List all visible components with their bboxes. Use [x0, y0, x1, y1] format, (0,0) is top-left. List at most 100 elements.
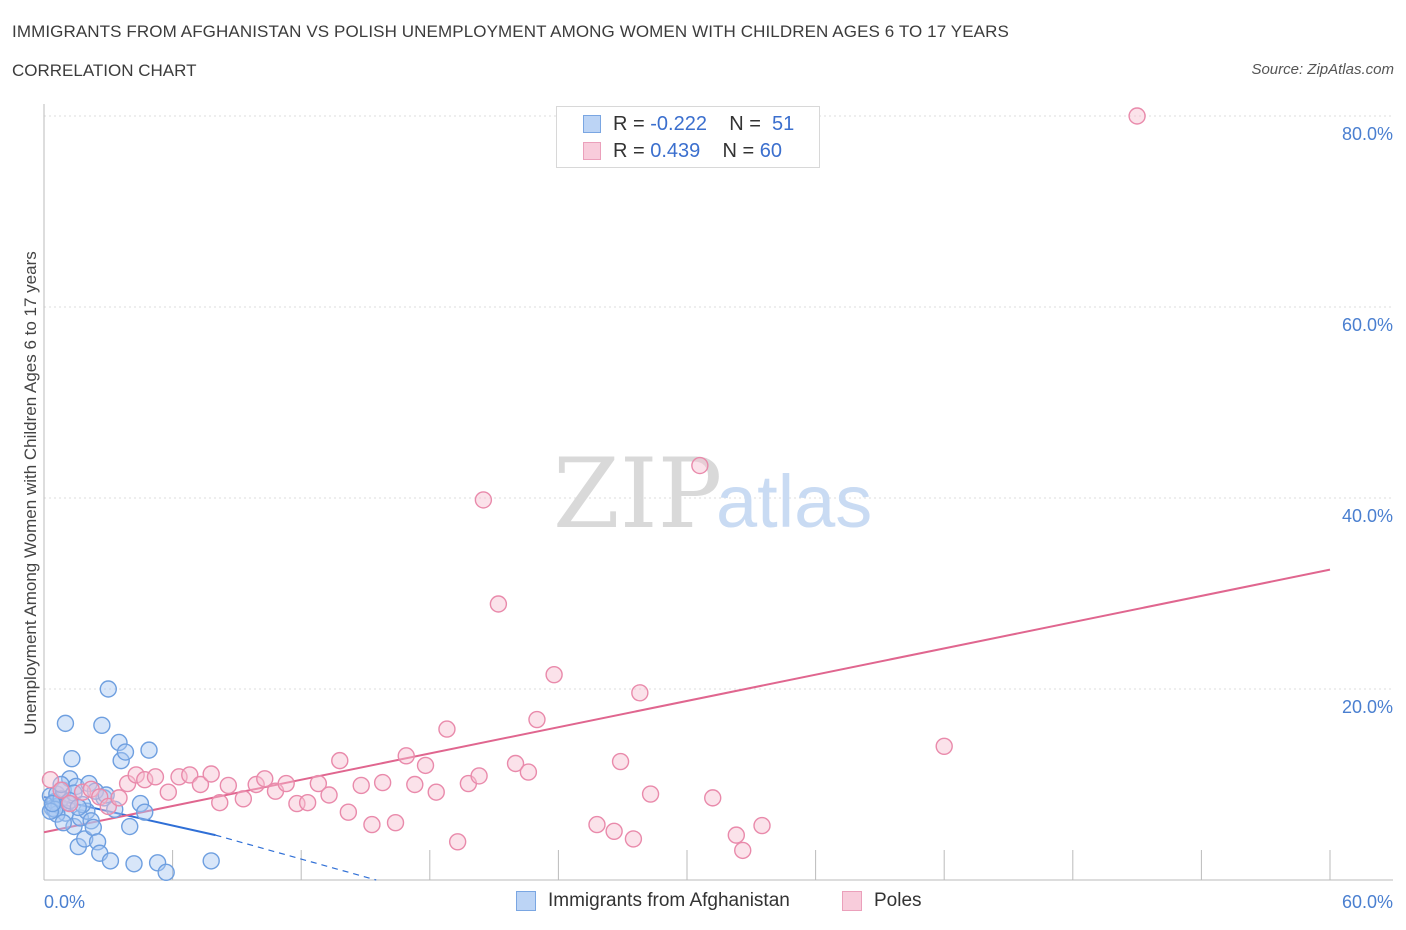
- data-point-poles: [489, 595, 508, 613]
- data-point-poles: [397, 747, 415, 765]
- data-point-afghanistan: [148, 854, 167, 872]
- r-value: 0.439: [650, 140, 701, 162]
- r-label: R =: [613, 140, 651, 162]
- data-point-poles: [470, 767, 488, 785]
- series-poles-points: [41, 107, 1146, 860]
- data-point-poles: [363, 815, 381, 834]
- axes: [43, 104, 1393, 881]
- n-label: N =: [722, 140, 760, 162]
- y-tick-label: 20.0%: [1342, 697, 1393, 717]
- y-tick-labels: 20.0% 40.0% 60.0% 80.0%: [1342, 124, 1393, 717]
- source-credit: Source: ZipAtlas.com: [1251, 61, 1394, 78]
- data-point-poles: [352, 776, 370, 795]
- data-point-afghanistan: [65, 817, 83, 836]
- data-point-afghanistan: [121, 817, 139, 836]
- data-point-afghanistan: [202, 852, 220, 870]
- data-point-poles: [159, 783, 178, 801]
- data-point-afghanistan: [63, 750, 81, 768]
- data-point-poles: [734, 841, 752, 860]
- data-point-poles: [331, 751, 349, 770]
- data-point-poles: [146, 768, 165, 786]
- data-point-poles: [256, 770, 274, 788]
- data-point-afghanistan: [131, 794, 150, 813]
- data-point-poles: [448, 833, 467, 851]
- data-point-poles: [320, 786, 338, 804]
- trend-line-poles: [43, 568, 1331, 834]
- data-point-poles: [170, 768, 188, 786]
- x-tick-label-min: 0.0%: [44, 892, 85, 912]
- legend-swatch-pink: [842, 891, 862, 911]
- chart-subtitle: CORRELATION CHART: [12, 61, 197, 80]
- data-point-afghanistan: [82, 812, 100, 830]
- r-label: R =: [613, 113, 651, 135]
- data-point-poles: [427, 783, 445, 801]
- data-point-poles: [624, 830, 643, 848]
- data-point-poles: [277, 774, 295, 793]
- data-point-poles: [691, 456, 709, 475]
- data-point-poles: [438, 720, 456, 738]
- data-point-poles: [545, 665, 563, 684]
- data-point-poles: [373, 773, 392, 792]
- y-tick-label: 80.0%: [1342, 124, 1393, 144]
- trend-line-afghanistan: [43, 795, 216, 837]
- data-point-poles: [406, 775, 424, 794]
- data-point-poles: [219, 776, 238, 795]
- data-point-poles: [935, 737, 953, 755]
- data-point-poles: [727, 826, 745, 844]
- data-point-poles: [386, 814, 405, 832]
- data-point-poles: [52, 781, 70, 799]
- data-point-poles: [588, 815, 606, 834]
- data-point-afghanistan: [110, 733, 128, 752]
- data-point-poles: [202, 765, 220, 783]
- data-point-afghanistan: [99, 680, 118, 698]
- n-label: N =: [729, 113, 767, 135]
- r-value: -0.222: [650, 113, 707, 135]
- y-tick-label: 60.0%: [1342, 315, 1393, 335]
- data-point-afghanistan: [84, 818, 102, 837]
- data-point-poles: [416, 756, 435, 775]
- data-point-poles: [136, 771, 154, 789]
- legend-text: R = 0.439 N = 60: [613, 140, 782, 163]
- legend-label: Poles: [874, 890, 922, 911]
- trend-line-afghanistan-extension: [215, 834, 377, 881]
- data-point-poles: [528, 710, 546, 729]
- x-tick-label-max: 60.0%: [1342, 892, 1393, 912]
- data-point-afghanistan: [76, 830, 94, 848]
- legend-swatch-blue: [583, 115, 601, 133]
- data-point-poles: [339, 803, 358, 821]
- n-value: 60: [759, 140, 783, 162]
- n-value: 51: [772, 113, 795, 135]
- data-point-poles: [211, 793, 229, 812]
- data-point-poles: [1128, 107, 1146, 125]
- data-point-poles: [611, 752, 630, 771]
- data-point-afghanistan: [93, 716, 111, 734]
- data-point-poles: [61, 794, 79, 813]
- data-point-poles: [298, 793, 317, 812]
- data-point-poles: [91, 788, 109, 806]
- data-point-poles: [309, 774, 328, 793]
- data-point-poles: [474, 491, 493, 509]
- data-point-afghanistan: [56, 714, 75, 733]
- data-point-afghanistan: [71, 809, 90, 827]
- data-point-poles: [127, 766, 145, 784]
- data-point-poles: [641, 785, 660, 803]
- data-point-afghanistan: [140, 741, 158, 759]
- data-point-afghanistan: [125, 855, 143, 873]
- data-point-poles: [753, 816, 771, 835]
- data-point-poles: [506, 754, 525, 773]
- data-point-afghanistan: [101, 852, 120, 870]
- data-point-poles: [110, 789, 128, 807]
- y-tick-label: 40.0%: [1342, 506, 1393, 526]
- series-legend: Immigrants from Afghanistan Poles: [0, 889, 1406, 915]
- data-point-afghanistan: [54, 814, 72, 832]
- data-point-poles: [247, 775, 265, 794]
- data-point-afghanistan: [43, 794, 62, 813]
- data-point-afghanistan: [52, 775, 70, 794]
- legend-swatch-blue: [516, 891, 536, 911]
- series-afghanistan-points: [41, 680, 220, 882]
- data-point-poles: [631, 684, 649, 702]
- watermark-atlas: atlas: [716, 460, 872, 543]
- data-point-poles: [519, 763, 538, 781]
- data-point-poles: [605, 822, 623, 840]
